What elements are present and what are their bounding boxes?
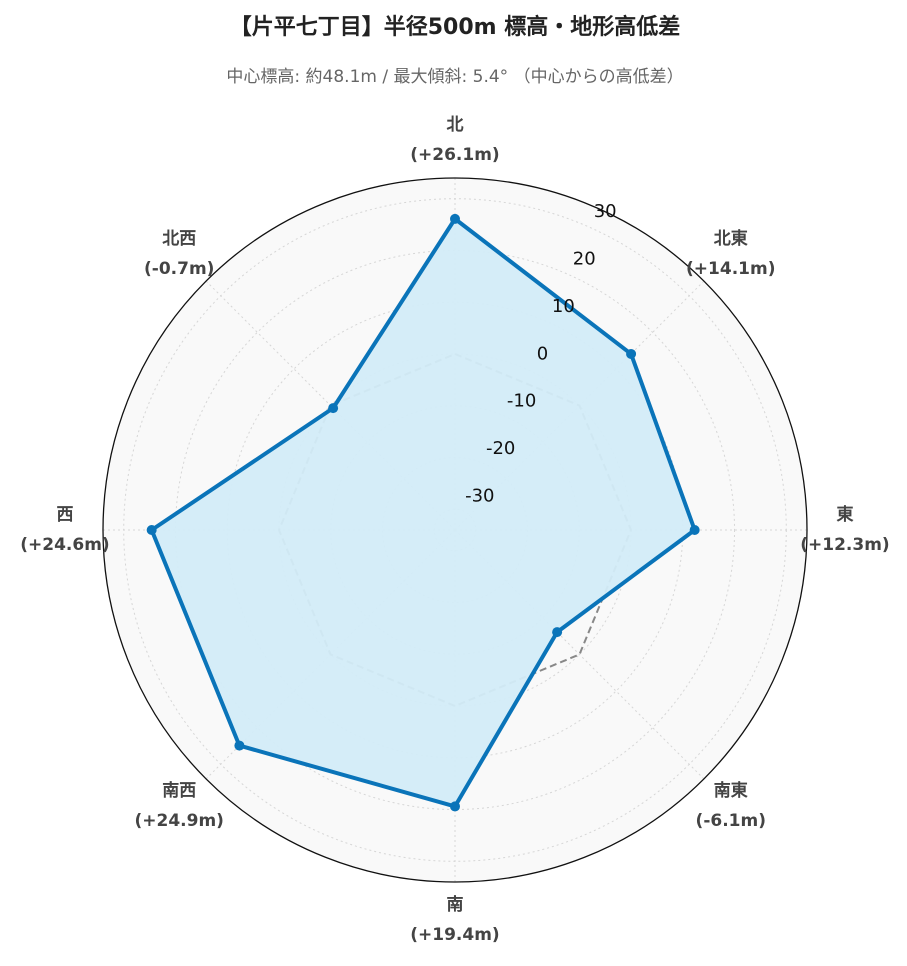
r-tick-label: -30 [465,485,494,506]
r-tick-label: -20 [486,438,515,459]
value-label: (+24.6m) [20,535,109,555]
value-label: (+24.9m) [135,811,224,831]
category-label: 東 [837,504,854,525]
category-label: 北 [447,115,464,135]
data-point [689,525,700,535]
data-point [450,213,460,224]
category-label: 北西 [162,229,196,249]
value-label: (+26.1m) [410,145,499,165]
grid-spoke [454,529,705,780]
r-tick-label: 10 [552,296,575,317]
data-point [450,801,460,812]
category-label: 北東 [714,228,748,249]
data-point [552,627,563,638]
value-label: (+12.3m) [800,535,889,555]
category-label: 南 [447,894,464,915]
value-label: (+14.1m) [686,259,775,279]
data-point [234,740,245,751]
data-point [626,348,637,359]
r-tick-label: 20 [573,249,596,270]
r-tick-label: 30 [594,201,617,222]
value-label: (+19.4m) [410,925,499,945]
chart-subtitle: 中心標高: 約48.1m / 最大傾斜: 5.4° （中心からの高低差） [226,67,683,87]
plot-border [102,177,808,883]
category-label: 南西 [162,780,196,801]
chart-title: 【片平七丁目】半径500m 標高・地形高低差 [230,14,681,40]
category-label: 南東 [714,780,748,801]
category-label: 西 [57,505,74,525]
data-point [328,403,339,414]
r-tick-label: -10 [507,391,536,412]
r-tick-label: 0 [537,343,548,364]
data-point [146,525,157,535]
value-label: (-0.7m) [144,259,214,279]
value-label: (-6.1m) [696,811,766,831]
